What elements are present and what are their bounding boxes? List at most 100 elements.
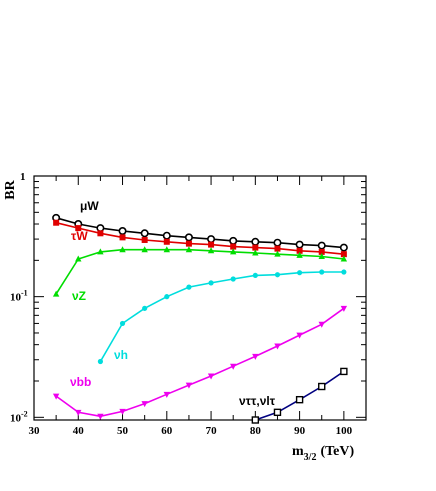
- data-point: [251, 416, 260, 424]
- data-point: [208, 241, 215, 248]
- y-tick-base: 1: [20, 171, 26, 183]
- data-point: [340, 251, 347, 258]
- data-point: [273, 238, 282, 247]
- x-tick-label: 50: [117, 425, 129, 437]
- data-point: [208, 280, 214, 286]
- data-point: [207, 373, 215, 380]
- data-point: [118, 227, 127, 236]
- series-line: [55, 221, 344, 255]
- data-point: [97, 248, 104, 255]
- data-point: [164, 294, 170, 300]
- series-label-nuh: νh: [114, 348, 128, 362]
- data-point: [119, 234, 126, 241]
- data-point: [186, 284, 192, 290]
- data-point: [340, 255, 348, 262]
- y-tick-label: 10-2: [10, 409, 28, 424]
- data-point: [163, 238, 170, 245]
- data-point: [229, 236, 238, 245]
- data-point: [162, 231, 171, 240]
- data-point: [163, 246, 170, 253]
- data-point: [296, 247, 303, 254]
- series-2: [52, 246, 348, 297]
- y-tick-exponent: -2: [21, 409, 28, 418]
- x-tick-label: 100: [336, 425, 353, 437]
- series-3: [97, 269, 347, 365]
- data-point: [274, 250, 281, 257]
- data-point: [75, 255, 82, 262]
- data-point: [230, 276, 236, 282]
- data-point: [141, 236, 148, 243]
- data-point: [339, 243, 348, 252]
- data-point: [251, 237, 260, 246]
- data-point: [295, 395, 304, 404]
- y-tick-base: 10: [10, 292, 22, 304]
- x-axis-title: m3/2 (TeV): [292, 444, 354, 463]
- x-tick-label: 40: [73, 425, 85, 437]
- x-tick-labels: 30 40 50 60 70 80 90 100: [29, 425, 353, 437]
- series-label-muW: μW: [80, 199, 99, 213]
- data-point: [97, 358, 103, 365]
- series-label-nuZ: νZ: [72, 289, 86, 303]
- data-point: [207, 235, 216, 244]
- x-tick-label: 60: [161, 425, 173, 437]
- data-point: [119, 246, 126, 253]
- data-point: [341, 269, 347, 275]
- y-tick-base: 10: [10, 412, 22, 424]
- data-point: [163, 391, 170, 398]
- x-tick-label: 70: [206, 425, 218, 437]
- data-point: [185, 240, 192, 247]
- x-axis-title-unit: (TeV): [320, 444, 354, 459]
- data-point: [252, 249, 259, 256]
- series-line: [99, 271, 344, 362]
- data-point: [340, 305, 348, 312]
- data-point: [296, 332, 303, 339]
- series-label-nubb: νbb: [70, 375, 91, 389]
- data-point: [252, 244, 259, 251]
- data-point: [340, 367, 348, 376]
- data-point: [318, 321, 325, 328]
- series-line: [55, 248, 344, 295]
- data-point: [207, 247, 215, 254]
- data-point: [52, 393, 60, 400]
- x-tick-label: 80: [250, 425, 262, 437]
- series-layer: [52, 213, 348, 424]
- data-point: [184, 233, 193, 242]
- data-point: [75, 409, 82, 416]
- data-point: [317, 241, 326, 250]
- data-point: [140, 229, 149, 238]
- data-point: [230, 248, 237, 255]
- data-point: [273, 408, 282, 417]
- axis-ticks: [33, 175, 366, 420]
- data-point: [318, 253, 325, 260]
- data-point: [230, 363, 237, 370]
- data-point: [185, 246, 193, 253]
- data-point: [230, 243, 237, 250]
- series-4: [52, 305, 348, 420]
- data-point: [119, 408, 126, 415]
- data-point: [274, 343, 281, 350]
- y-axis-title: BR: [3, 179, 18, 199]
- data-point: [97, 230, 104, 237]
- series-5: [251, 367, 348, 424]
- data-point: [274, 272, 281, 278]
- y-tick-labels: 110-110-2: [10, 171, 28, 424]
- data-point: [141, 401, 148, 408]
- series-1: [53, 219, 347, 258]
- series-line: [55, 307, 345, 418]
- data-point: [97, 413, 104, 420]
- data-point: [75, 225, 82, 232]
- data-point: [252, 353, 259, 360]
- data-point: [318, 248, 325, 255]
- data-point: [319, 269, 325, 275]
- data-point: [53, 219, 60, 226]
- x-axis-title-main: m: [292, 444, 304, 459]
- data-point: [185, 382, 193, 389]
- data-point: [141, 246, 148, 253]
- x-tick-label: 30: [29, 425, 41, 437]
- data-point: [252, 272, 258, 279]
- plot-frame: [33, 175, 367, 421]
- data-point: [142, 305, 148, 311]
- data-point: [296, 251, 303, 258]
- y-tick-label: 10-1: [10, 289, 28, 304]
